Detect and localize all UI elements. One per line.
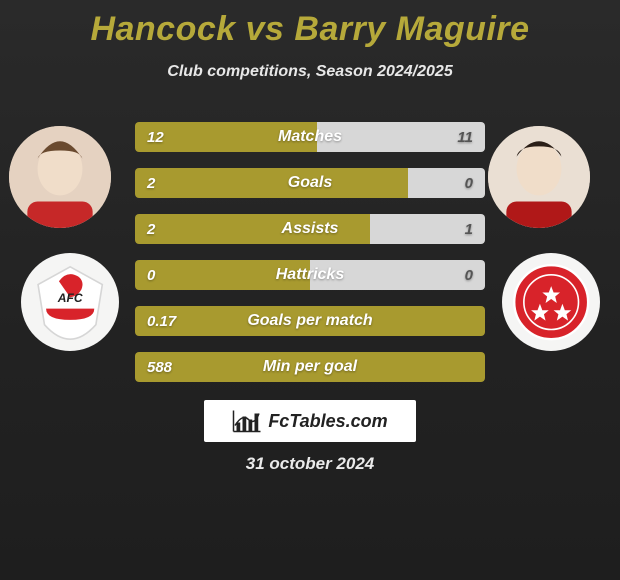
stat-row: 00Hattricks: [135, 260, 485, 290]
person-icon: [488, 126, 590, 228]
stat-row: 0.17Goals per match: [135, 306, 485, 336]
stat-rows: 1211Matches 20Goals 21Assists 00Hattricks 0.…: [135, 122, 485, 398]
brand-badge: FcTables.com: [204, 400, 416, 442]
date-label: 31 october 2024: [0, 454, 620, 474]
stat-row: 21Assists: [135, 214, 485, 244]
stat-bar-left: [135, 306, 485, 336]
comparison-card: Hancock vs Barry Maguire Club competitio…: [0, 0, 620, 580]
stat-bar-right: [370, 214, 486, 244]
club-crest-icon: AFC: [30, 262, 110, 342]
stat-bar-right: [408, 168, 485, 198]
person-icon: [9, 126, 111, 228]
subtitle: Club competitions, Season 2024/2025: [0, 63, 620, 81]
stat-bar-left: [135, 352, 485, 382]
player-right-avatar: [488, 126, 590, 228]
stat-row: 1211Matches: [135, 122, 485, 152]
page-title: Hancock vs Barry Maguire: [0, 0, 620, 49]
stat-bar-left: [135, 260, 310, 290]
bar-chart-icon: [232, 409, 262, 433]
stat-bar-left: [135, 214, 370, 244]
stat-bar-left: [135, 122, 317, 152]
svg-text:AFC: AFC: [57, 291, 83, 305]
player-left-avatar: [9, 126, 111, 228]
brand-label: FcTables.com: [268, 411, 387, 432]
club-crest-icon: [511, 262, 591, 342]
stat-bar-left: [135, 168, 408, 198]
stat-row: 20Goals: [135, 168, 485, 198]
club-right-badge: [502, 253, 600, 351]
club-left-badge: AFC: [21, 253, 119, 351]
stat-bar-right: [310, 260, 485, 290]
stat-row: 588Min per goal: [135, 352, 485, 382]
stat-bar-right: [317, 122, 485, 152]
